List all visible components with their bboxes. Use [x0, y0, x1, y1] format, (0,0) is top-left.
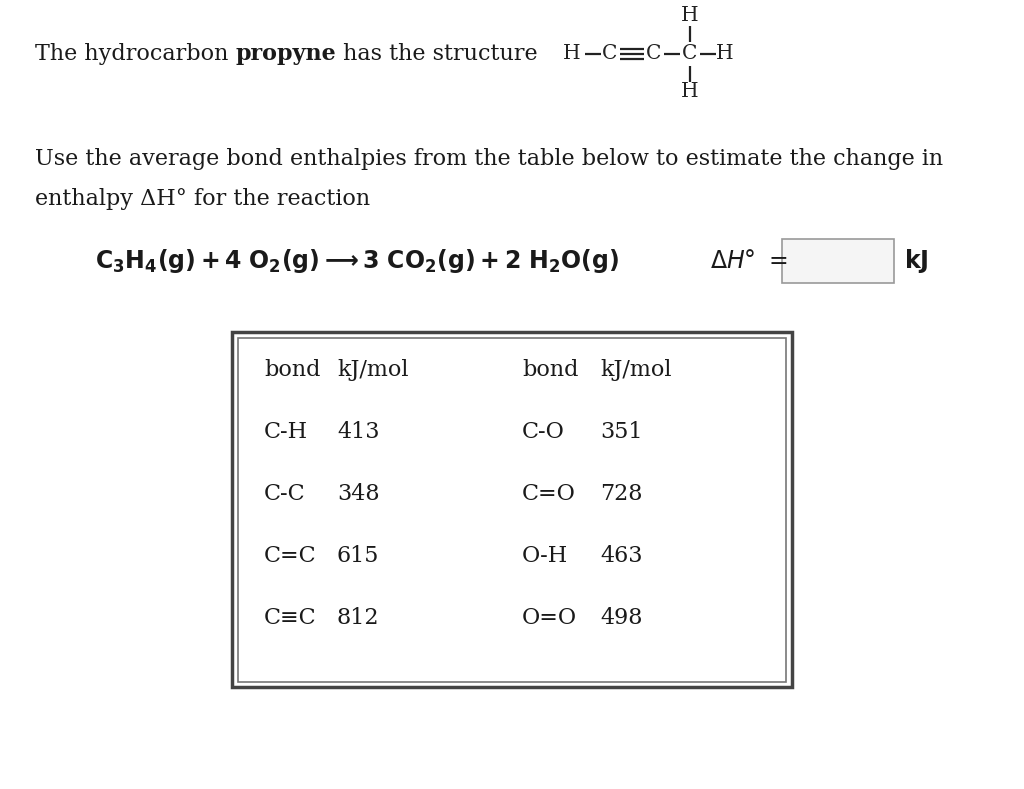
Text: C-C: C-C — [264, 483, 305, 505]
Text: $\mathbf{kJ}$: $\mathbf{kJ}$ — [904, 247, 929, 275]
Text: kJ/mol: kJ/mol — [337, 359, 409, 381]
Text: C=C: C=C — [264, 545, 316, 567]
Text: C-O: C-O — [522, 421, 565, 443]
Text: C: C — [646, 44, 662, 63]
Text: 498: 498 — [600, 607, 642, 629]
Text: enthalpy ΔH° for the reaction: enthalpy ΔH° for the reaction — [35, 188, 370, 210]
Text: C: C — [602, 44, 617, 63]
Text: 351: 351 — [600, 421, 642, 443]
Text: H: H — [563, 44, 581, 63]
Text: C: C — [682, 44, 697, 63]
Text: C=O: C=O — [522, 483, 575, 505]
Text: O-H: O-H — [522, 545, 568, 567]
Text: 463: 463 — [600, 545, 642, 567]
Text: 615: 615 — [337, 545, 379, 567]
Text: Use the average bond enthalpies from the table below to estimate the change in: Use the average bond enthalpies from the… — [35, 148, 943, 170]
Text: 812: 812 — [337, 607, 380, 629]
Text: bond: bond — [264, 359, 321, 381]
Text: $\Delta H°\ =$: $\Delta H°\ =$ — [710, 249, 787, 273]
Text: propyne: propyne — [236, 43, 336, 65]
Text: C≡C: C≡C — [264, 607, 316, 629]
Text: bond: bond — [522, 359, 579, 381]
Text: has the structure: has the structure — [336, 43, 538, 65]
Text: H: H — [681, 6, 698, 25]
Text: $\mathbf{C_3H_4(g) + 4\ O_2(g)}\mathbf{\longrightarrow}\mathbf{3\ CO_2(g) + 2\ H: $\mathbf{C_3H_4(g) + 4\ O_2(g)}\mathbf{\… — [95, 247, 620, 275]
Bar — [232, 332, 792, 687]
Text: 348: 348 — [337, 483, 380, 505]
Text: The hydrocarbon: The hydrocarbon — [35, 43, 236, 65]
Text: kJ/mol: kJ/mol — [600, 359, 672, 381]
Bar — [238, 338, 786, 682]
Text: O=O: O=O — [522, 607, 578, 629]
Bar — [782, 239, 894, 283]
Text: C-H: C-H — [264, 421, 308, 443]
Text: H: H — [681, 83, 698, 102]
Text: 728: 728 — [600, 483, 642, 505]
Text: 413: 413 — [337, 421, 380, 443]
Text: H: H — [716, 44, 734, 63]
